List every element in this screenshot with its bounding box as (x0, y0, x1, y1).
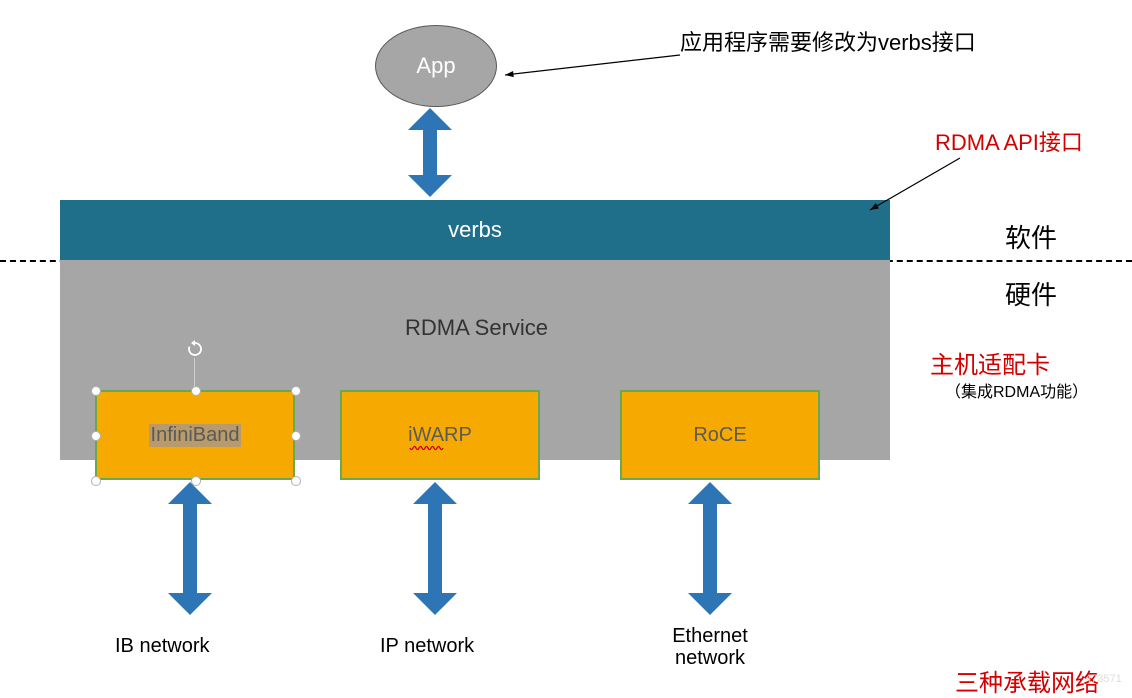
rdma-service-label: RDMA Service (405, 315, 548, 341)
protocol-label: iWARP (408, 424, 472, 447)
three-networks-label: 三种承载网络 (955, 663, 1099, 698)
protocol-label: RoCE (693, 424, 746, 447)
verbs-label: verbs (448, 217, 502, 243)
annotation-app-verbs: 应用程序需要修改为verbs接口 (680, 25, 976, 57)
host-adapter-sublabel: （集成RDMA功能） (945, 378, 1088, 402)
selection-handle[interactable] (291, 431, 301, 441)
protocol-label: InfiniBand (149, 424, 242, 447)
protocol-box-infiniband[interactable]: InfiniBand (95, 390, 295, 480)
selection-handle[interactable] (191, 386, 201, 396)
protocol-box-roce: RoCE (620, 390, 820, 480)
selection-handle[interactable] (191, 476, 201, 486)
arrow-network-1 (413, 482, 457, 615)
arrow-network-0 (168, 482, 212, 615)
selection-handle[interactable] (291, 386, 301, 396)
watermark: 473571 (1085, 673, 1122, 685)
rotate-icon[interactable] (186, 340, 204, 358)
network-label-iwarp: IP network (380, 635, 474, 658)
verbs-box: verbs (60, 200, 890, 260)
app-label: App (416, 53, 455, 79)
software-label: 软件 (1005, 218, 1057, 255)
network-label-infiniband: IB network (115, 635, 209, 658)
arrow-network-2 (688, 482, 732, 615)
network-label-roce: Ethernet network (650, 625, 770, 669)
protocol-box-iwarp: iWARP (340, 390, 540, 480)
hardware-label: 硬件 (1005, 275, 1057, 312)
app-node: App (375, 25, 497, 107)
selection-handle[interactable] (91, 476, 101, 486)
selection-handle[interactable] (291, 476, 301, 486)
rotate-connector (194, 358, 195, 388)
host-adapter-label: 主机适配卡 (930, 345, 1050, 380)
selection-handle[interactable] (91, 386, 101, 396)
annotation-rdma-api: RDMA API接口 (935, 125, 1083, 157)
selection-handle[interactable] (91, 431, 101, 441)
arrow-app-verbs (408, 108, 452, 197)
